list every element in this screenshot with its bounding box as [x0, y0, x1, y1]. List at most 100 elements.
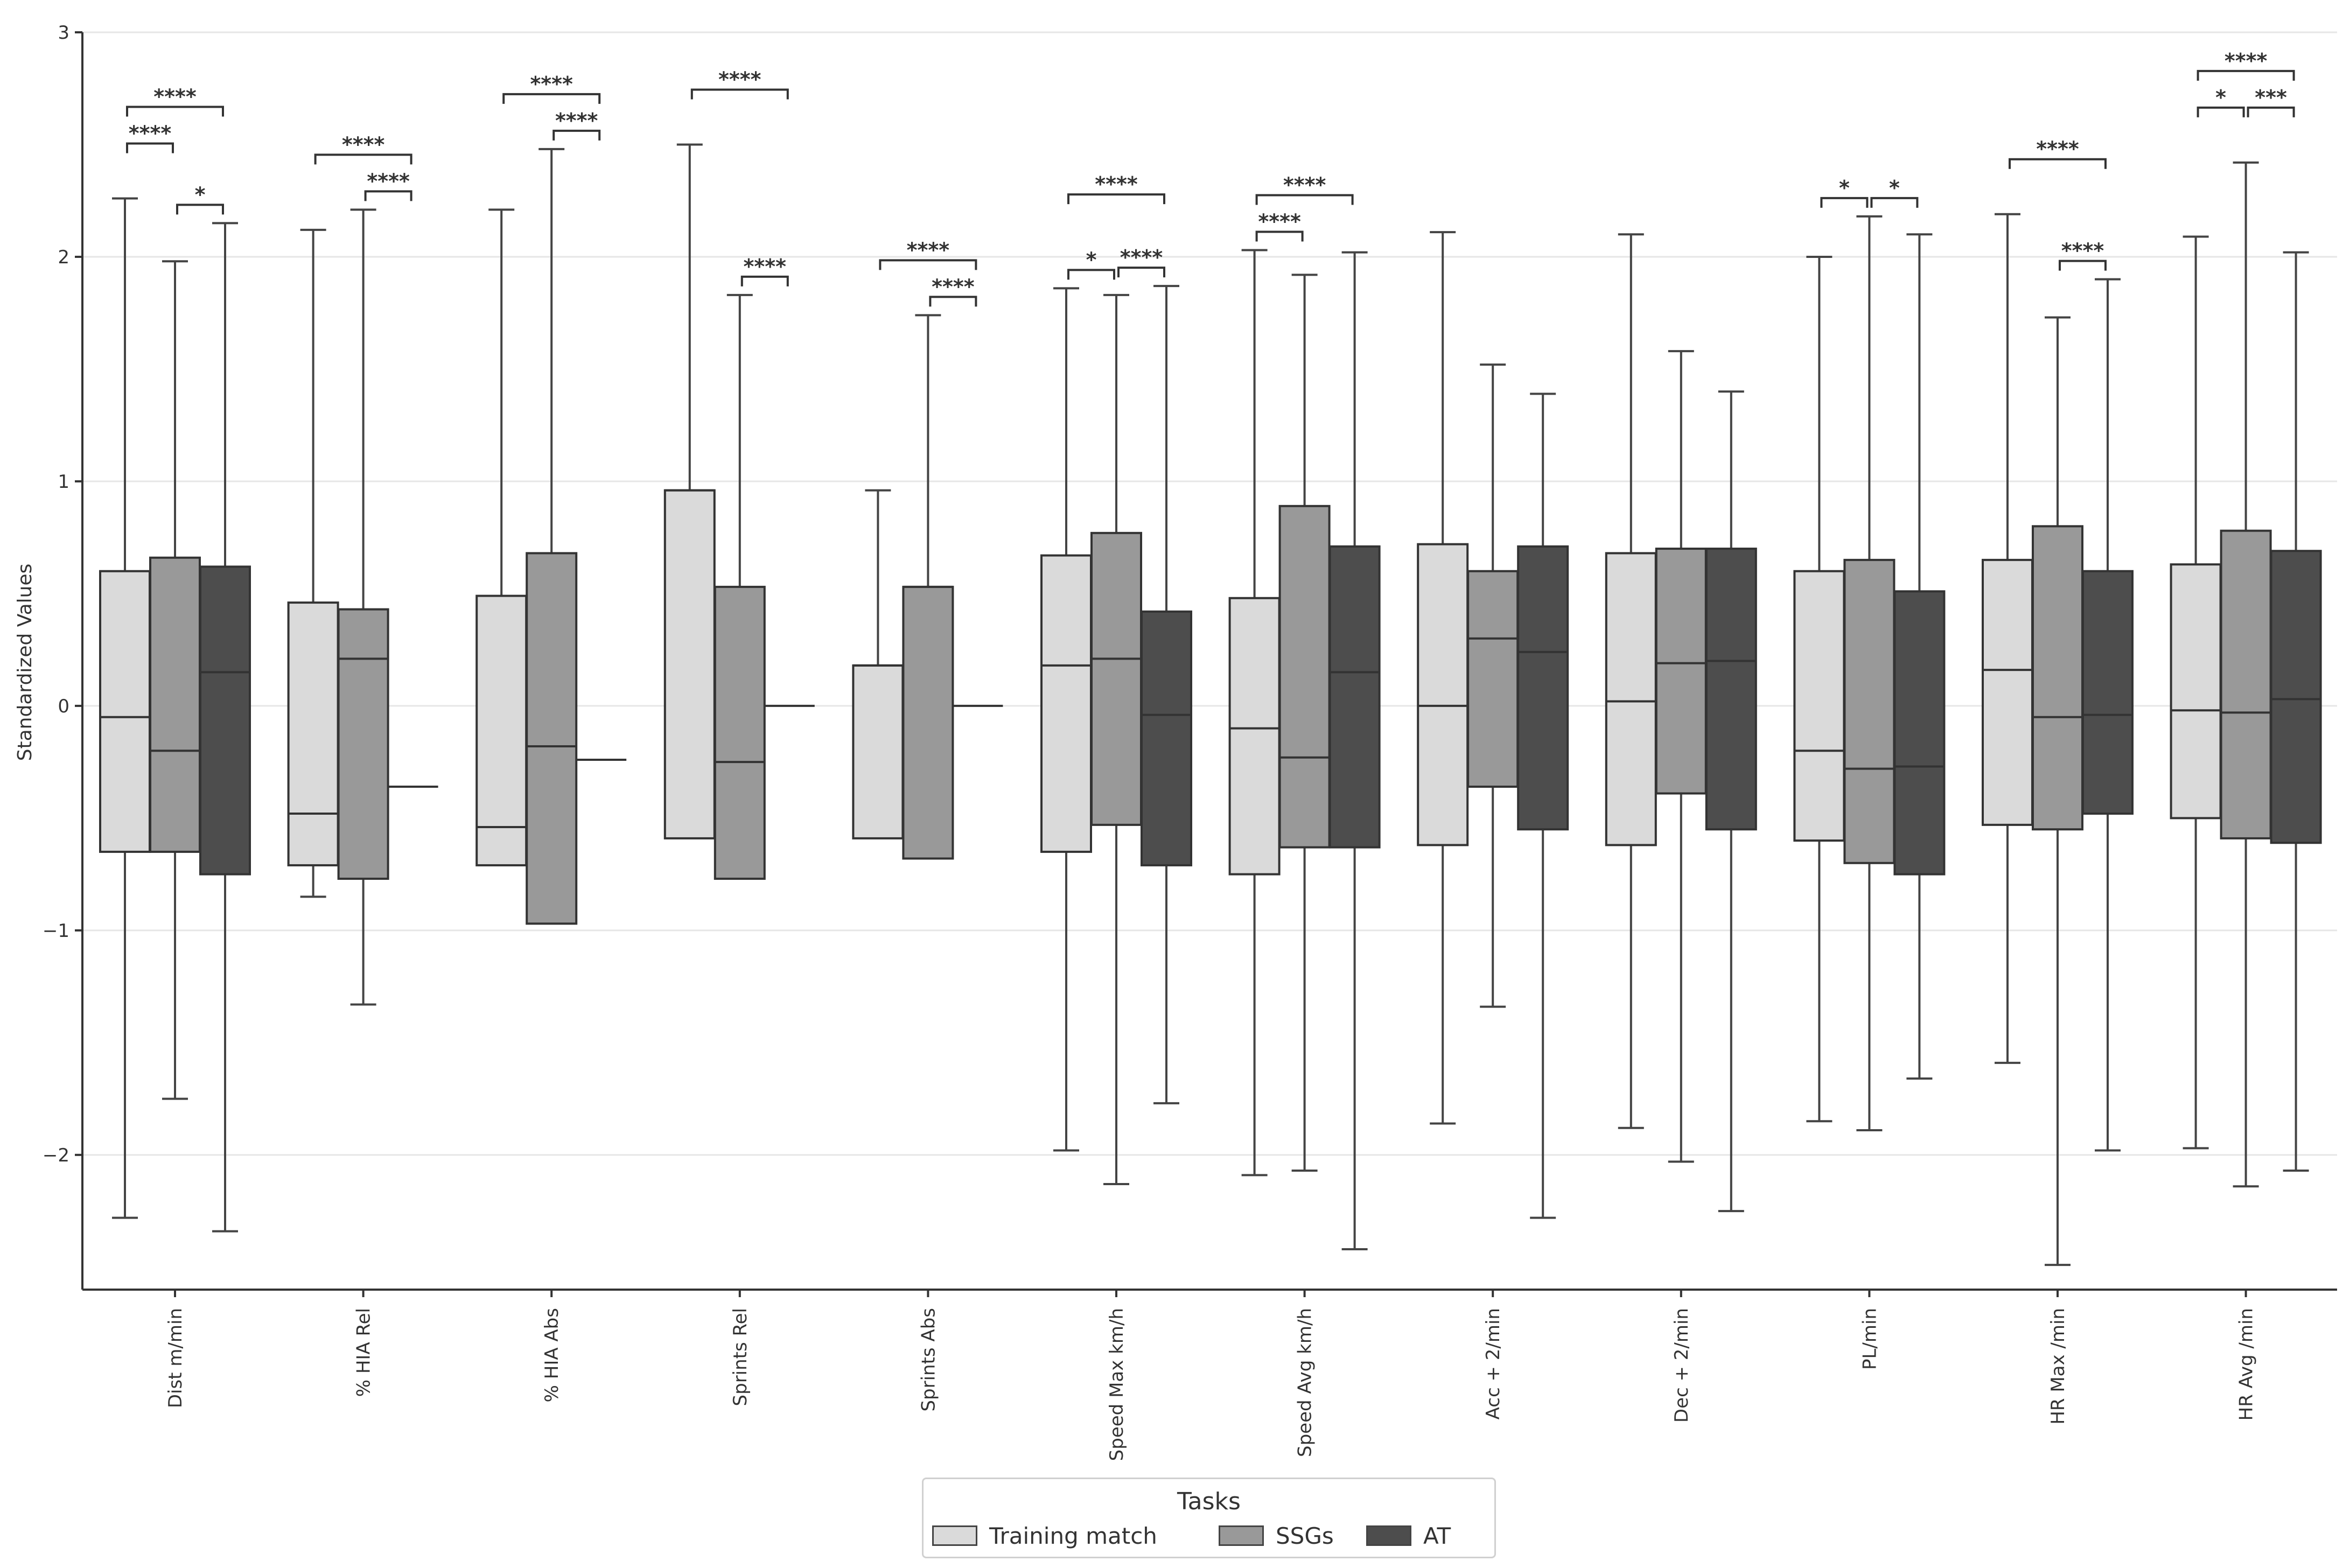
y-tick-label: 1: [58, 471, 69, 493]
significance-bracket-sprints-rel-0: [690, 88, 789, 100]
y-tick-label: 2: [58, 247, 69, 268]
x-tick-label-pl-min: PL/min: [1859, 1308, 1880, 1370]
box-speed-max-km-h-at: [1141, 610, 1192, 866]
significance-bracket-pl-min-1: [1870, 197, 1919, 208]
box-dec-2-min-ssgs: [1655, 548, 1707, 795]
significance-bracket-hia-rel-1: [364, 190, 412, 201]
box-dist-m-min-at: [199, 565, 251, 876]
significance-bracket-dist-m-min-2: [176, 204, 224, 215]
legend-swatch-ssgs: [1219, 1525, 1264, 1546]
significance-bracket-pl-min-0: [1820, 197, 1869, 208]
legend-item-training-match: Training match: [932, 1522, 1157, 1549]
significance-bracket-hr-avg-min-2: [2247, 106, 2295, 117]
significance-bracket-sprints-abs-0-label: ****: [907, 238, 950, 262]
box-sprints-abs-ssgs: [902, 585, 954, 860]
box-hia-abs-training-match: [475, 594, 528, 866]
significance-bracket-speed-max-km-h-1: [1067, 269, 1115, 280]
x-tick-label-hr-avg-min: HR Avg /min: [2236, 1308, 2257, 1420]
x-tick-label-sprints-rel: Sprints Rel: [730, 1308, 751, 1406]
significance-bracket-dist-m-min-0: [126, 106, 224, 117]
significance-bracket-hr-avg-min-1-label: *: [2215, 86, 2226, 109]
significance-bracket-hr-avg-min-1: [2197, 106, 2245, 117]
x-tick-label-hr-max-min: HR Max /min: [2047, 1308, 2069, 1425]
x-tick-label-dist-m-min: Dist m/min: [165, 1308, 186, 1408]
box-hia-rel-ssgs: [337, 608, 389, 880]
box-dist-m-min-training-match: [99, 570, 151, 853]
significance-bracket-dist-m-min-1: [126, 142, 174, 153]
box-pl-min-at: [1893, 590, 1946, 876]
x-tick-label-dec-2-min: Dec + 2/min: [1671, 1308, 1692, 1423]
legend-swatch-training-match: [932, 1525, 977, 1546]
legend-label-at: AT: [1423, 1522, 1451, 1549]
significance-bracket-sprints-rel-0-label: ****: [718, 67, 761, 91]
significance-bracket-hia-abs-1: [552, 129, 601, 141]
significance-bracket-hr-avg-min-2-label: ***: [2255, 86, 2287, 109]
significance-bracket-hr-avg-min-0-label: ****: [2225, 49, 2268, 73]
significance-bracket-dist-m-min-2-label: *: [195, 183, 206, 206]
legend: Tasks Training match SSGs AT: [922, 1478, 1496, 1558]
box-speed-max-km-h-ssgs: [1090, 531, 1142, 826]
significance-bracket-sprints-abs-1-label: ****: [932, 275, 975, 298]
significance-bracket-hr-max-min-1-label: ****: [2061, 239, 2104, 263]
significance-bracket-dist-m-min-1-label: ****: [129, 122, 172, 145]
significance-bracket-hr-max-min-1: [2059, 260, 2107, 271]
box-hr-max-min-ssgs: [2032, 525, 2083, 831]
box-acc-2-min-at: [1517, 545, 1569, 831]
significance-bracket-sprints-rel-1: [740, 275, 789, 286]
box-sprints-abs-training-match: [852, 664, 904, 839]
significance-bracket-hia-rel-1-label: ****: [367, 169, 410, 193]
box-speed-avg-km-h-ssgs: [1278, 505, 1331, 849]
significance-bracket-speed-avg-km-h-1: [1255, 230, 1304, 242]
significance-bracket-hr-max-min-0: [2009, 158, 2107, 169]
y-tick-label: 3: [58, 22, 69, 44]
x-tick-label-hia-abs: % HIA Abs: [541, 1308, 563, 1402]
significance-bracket-hia-rel-0-label: ****: [342, 132, 385, 156]
legend-item-at: AT: [1366, 1522, 1451, 1549]
x-tick-label-speed-avg-km-h: Speed Avg km/h: [1295, 1308, 1316, 1457]
significance-bracket-speed-max-km-h-2: [1117, 267, 1165, 278]
significance-bracket-hia-abs-0-label: ****: [530, 72, 573, 96]
grid-layer: [82, 31, 2337, 1156]
significance-bracket-speed-avg-km-h-1-label: ****: [1258, 209, 1301, 233]
significance-bracket-sprints-abs-0: [879, 259, 977, 270]
x-tick-label-sprints-abs: Sprints Abs: [918, 1308, 939, 1412]
legend-item-ssgs: SSGs: [1219, 1522, 1334, 1549]
legend-label-training-match: Training match: [989, 1522, 1157, 1549]
significance-bracket-hia-abs-0: [502, 93, 601, 104]
x-tick-label-hia-rel: % HIA Rel: [353, 1308, 375, 1397]
y-tick-label: −1: [43, 920, 69, 942]
box-hr-max-min-at: [2082, 570, 2134, 815]
box-hr-max-min-training-match: [1982, 558, 2033, 826]
x-tick-label-acc-2-min: Acc + 2/min: [1482, 1308, 1504, 1419]
significance-bracket-sprints-abs-1: [929, 296, 977, 307]
significance-bracket-pl-min-0-label: *: [1839, 176, 1850, 200]
box-dec-2-min-at: [1705, 548, 1757, 831]
box-pl-min-training-match: [1793, 570, 1845, 842]
box-hr-avg-min-ssgs: [2220, 529, 2272, 839]
box-hr-avg-min-at: [2270, 550, 2322, 844]
significance-bracket-speed-avg-km-h-0: [1255, 194, 1354, 205]
box-speed-avg-km-h-training-match: [1228, 597, 1281, 876]
y-axis-label: Standardized Values: [14, 564, 36, 761]
box-acc-2-min-ssgs: [1467, 570, 1519, 788]
box-hr-avg-min-training-match: [2170, 563, 2222, 820]
legend-title: Tasks: [1177, 1488, 1241, 1515]
box-dec-2-min-training-match: [1605, 552, 1657, 846]
significance-bracket-speed-max-km-h-0: [1067, 193, 1165, 205]
x-tick-label-speed-max-km-h: Speed Max km/h: [1106, 1308, 1128, 1461]
significance-bracket-speed-max-km-h-0-label: ****: [1095, 172, 1138, 196]
significance-bracket-hr-avg-min-0: [2197, 69, 2295, 81]
significance-bracket-hia-rel-0: [314, 153, 412, 165]
significance-bracket-hr-max-min-0-label: ****: [2036, 137, 2079, 161]
significance-bracket-sprints-rel-1-label: ****: [744, 255, 787, 278]
box-acc-2-min-training-match: [1417, 543, 1469, 846]
box-dist-m-min-ssgs: [149, 556, 201, 853]
significance-bracket-pl-min-1-label: *: [1889, 176, 1900, 200]
box-speed-max-km-h-training-match: [1040, 554, 1092, 853]
box-sprints-rel-training-match: [663, 489, 716, 839]
significance-bracket-dist-m-min-0-label: ****: [153, 85, 197, 109]
significance-bracket-speed-max-km-h-1-label: *: [1086, 248, 1097, 271]
box-sprints-rel-ssgs: [714, 585, 766, 880]
legend-swatch-at: [1366, 1525, 1411, 1546]
